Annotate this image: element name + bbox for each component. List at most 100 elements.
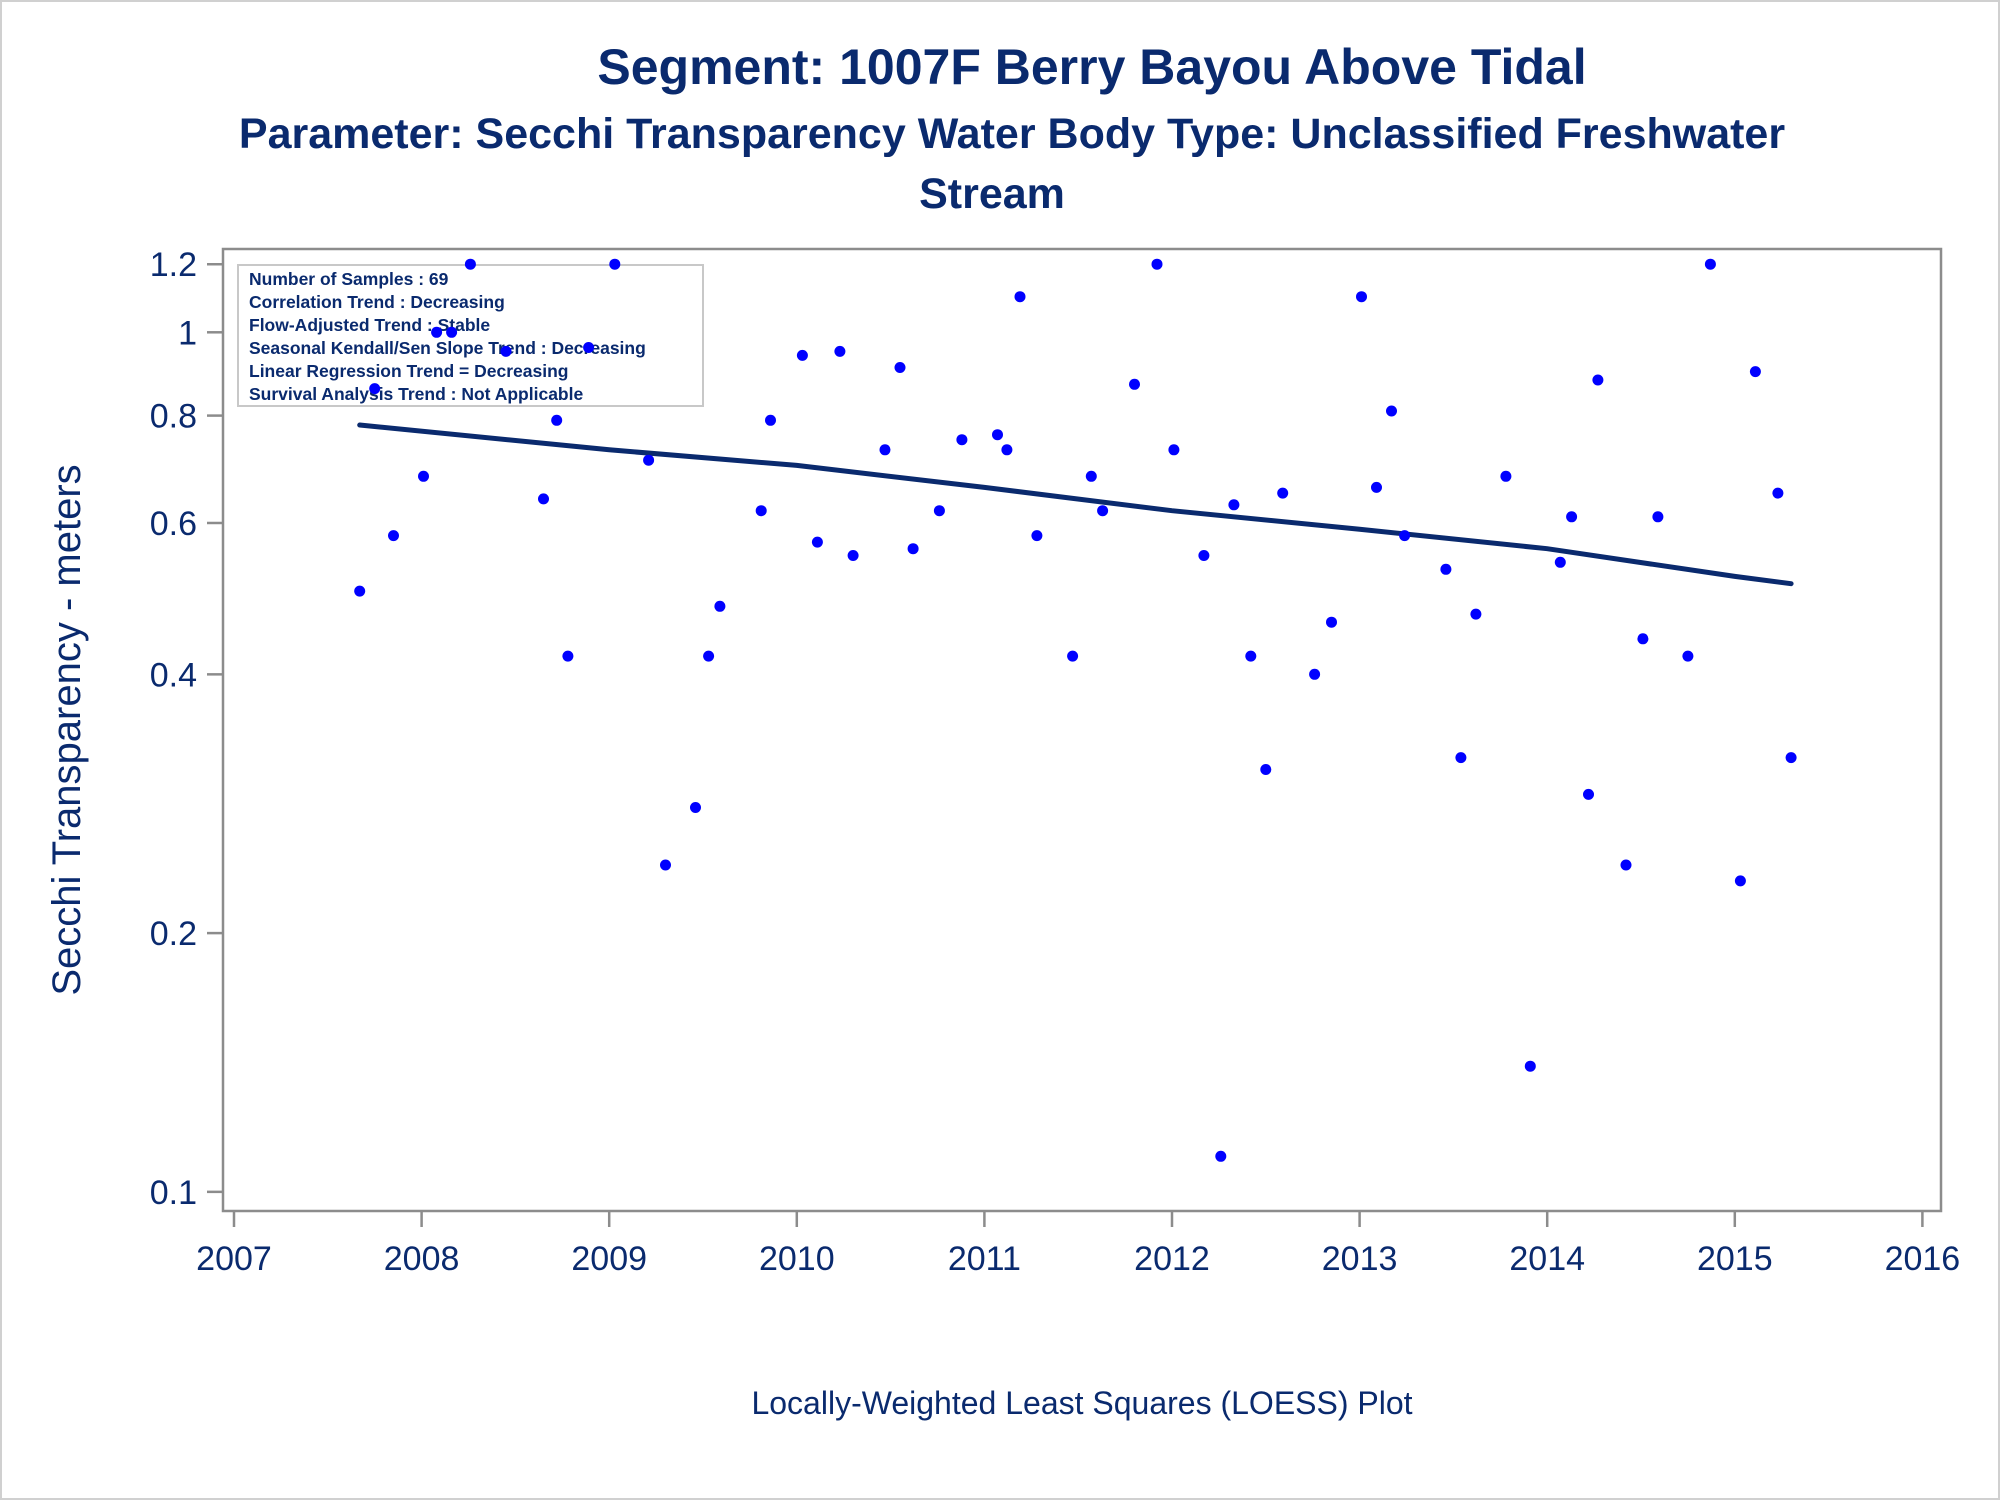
sample-point	[1554, 556, 1566, 568]
sample-point	[538, 493, 549, 505]
sample-point	[834, 345, 846, 357]
sample-point	[1652, 511, 1664, 523]
sample-point	[660, 859, 671, 871]
trend-summary-line: Number of Samples : 69	[249, 269, 449, 289]
sample-point	[796, 349, 808, 361]
sample-point	[388, 530, 399, 542]
x-tick-label: 2007	[196, 1240, 272, 1278]
sample-point	[1455, 752, 1467, 764]
sample-point	[464, 258, 476, 270]
y-tick-label: 0.4	[150, 656, 197, 694]
sample-point	[1470, 608, 1482, 620]
y-axis: 0.1 0.2 0.4 0.6 0.8 1 1.2	[150, 246, 223, 1212]
chart-subtitle-line1: Parameter: Secchi Transparency Water Bod…	[239, 110, 1785, 158]
sample-point	[1151, 258, 1163, 270]
sample-point	[690, 802, 701, 813]
sample-point	[369, 383, 381, 395]
sample-point	[714, 600, 726, 612]
sample-point	[1129, 378, 1140, 390]
sample-point	[1524, 1060, 1536, 1072]
sample-point	[1620, 859, 1632, 871]
x-tick-label: 2014	[1509, 1240, 1585, 1278]
sample-point	[1031, 530, 1043, 542]
sample-point	[894, 362, 906, 373]
sample-point	[1014, 291, 1026, 303]
x-tick-label: 2012	[1134, 1240, 1210, 1278]
y-tick-label: 1.2	[150, 246, 197, 284]
sample-point	[755, 505, 767, 517]
sample-point	[1001, 444, 1013, 456]
sample-point	[1386, 405, 1397, 417]
data-series	[354, 258, 1797, 1162]
trend-summary-border	[237, 264, 704, 407]
y-tick-label: 0.8	[150, 398, 197, 436]
trend-summary-line: Linear Regression Trend = Decreasing	[249, 361, 569, 381]
sample-point	[933, 505, 945, 517]
chart-subtitle-line2: Stream	[919, 170, 1065, 218]
sample-point	[1168, 444, 1180, 456]
sample-point	[1500, 470, 1512, 482]
loess-trend-line	[357, 422, 1794, 587]
trend-summary-line: Correlation Trend : Decreasing	[249, 292, 505, 312]
y-tick-label: 0.1	[150, 1174, 197, 1212]
sample-point	[1637, 633, 1649, 645]
sample-point	[847, 550, 859, 561]
sample-point	[1215, 1150, 1227, 1162]
sample-point	[1772, 487, 1784, 499]
x-tick-label: 2008	[384, 1240, 460, 1278]
sample-point	[431, 326, 443, 338]
sample-point	[1440, 563, 1452, 575]
sample-point	[1326, 616, 1337, 628]
chart-footnote: Locally-Weighted Least Squares (LOESS) P…	[751, 1385, 1412, 1421]
trend-summary-box: Number of Samples : 69 Correlation Trend …	[237, 264, 704, 407]
sample-point	[1749, 366, 1761, 378]
x-tick-label: 2011	[948, 1240, 1021, 1278]
sample-point	[907, 543, 919, 555]
y-tick-label: 0.2	[150, 915, 197, 953]
chart-title: Segment: 1007F Berry Bayou Above Tidal	[597, 39, 1586, 95]
sample-point	[1399, 530, 1411, 542]
sample-point	[1260, 764, 1272, 775]
sample-point	[1682, 650, 1694, 662]
x-tick-label: 2010	[759, 1240, 835, 1278]
sample-point	[1067, 650, 1079, 662]
y-axis-label: Secchi Transparency - meters	[45, 464, 89, 995]
sample-point	[1356, 291, 1367, 303]
sample-point	[992, 429, 1003, 441]
y-tick-label: 1	[178, 314, 197, 352]
sample-point	[446, 326, 458, 338]
x-tick-label: 2016	[1885, 1240, 1961, 1278]
sample-point	[1734, 875, 1746, 887]
sample-point	[583, 342, 595, 353]
sample-point	[956, 434, 968, 446]
sample-point	[811, 536, 823, 548]
sample-point	[765, 414, 776, 426]
sample-point	[418, 470, 429, 482]
trend-summary-line: Survival Analysis Trend : Not Applicable	[249, 384, 583, 404]
sample-point	[1097, 505, 1109, 517]
x-tick-label: 2015	[1697, 1240, 1773, 1278]
sample-point	[500, 345, 512, 357]
sample-point	[1309, 668, 1321, 680]
sample-point	[609, 258, 621, 270]
sample-point	[1198, 550, 1210, 561]
sample-point	[643, 454, 655, 466]
trend-summary-line: Seasonal Kendall/Sen Slope Trend : Decre…	[249, 338, 646, 358]
trend-summary-line: Flow-Adjusted Trend : Stable	[249, 315, 490, 335]
x-axis: 2007 2008 2009 2010 2011 2012 2013 2014 2015 2016	[196, 1211, 1960, 1278]
sample-point	[1245, 650, 1257, 662]
sample-point	[703, 650, 715, 662]
sample-point	[1566, 511, 1578, 523]
sample-point	[1277, 487, 1289, 499]
sample-point	[1704, 258, 1716, 270]
plot-area-border	[221, 247, 1943, 1213]
sample-point	[562, 650, 574, 662]
sample-point	[1785, 752, 1797, 764]
sample-point	[354, 585, 366, 597]
x-tick-label: 2009	[571, 1240, 647, 1278]
sample-point	[1371, 481, 1382, 493]
sample-point	[1228, 499, 1240, 511]
sample-point	[551, 414, 563, 426]
